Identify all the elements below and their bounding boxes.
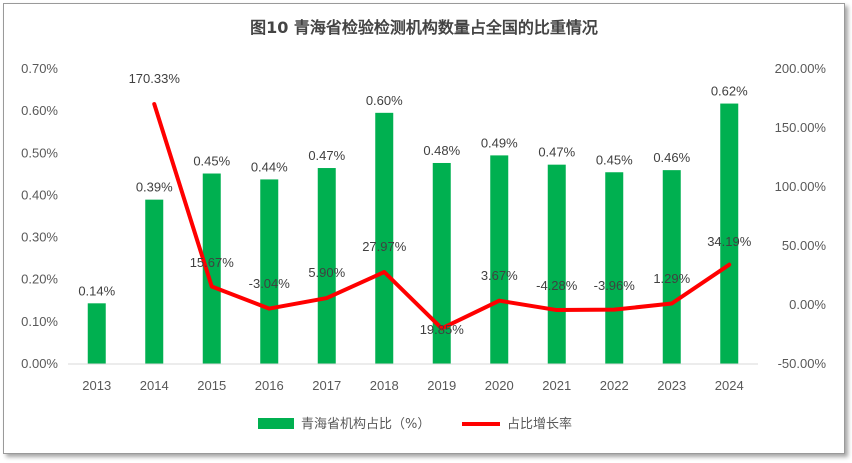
bar (260, 179, 279, 364)
line-series (152, 102, 732, 331)
x-tick-label: 2015 (197, 378, 226, 393)
line-data-label: 5.90% (308, 265, 345, 280)
bar (375, 112, 394, 364)
bar-data-label: 0.62% (711, 84, 748, 99)
x-tick-label: 2023 (657, 378, 686, 393)
line-data-label: 170.33% (129, 71, 181, 86)
left-tick-label: 0.50% (21, 145, 58, 160)
right-tick-label: 0.00% (789, 297, 826, 312)
bar-data-label: 0.49% (481, 135, 518, 150)
left-tick-label: 0.10% (21, 314, 58, 329)
right-tick-label: 150.00% (775, 120, 827, 135)
legend-bar-label: 青海省机构占比（%） (301, 417, 430, 432)
bar (605, 172, 624, 364)
bar (145, 199, 164, 364)
right-tick-label: 200.00% (775, 61, 827, 76)
bar-series (87, 103, 739, 365)
left-tick-label: 0.20% (21, 272, 58, 287)
chart-title: 图10 青海省检验检测机构数量占全国的比重情况 (250, 18, 598, 37)
left-tick-label: 0.60% (21, 103, 58, 118)
bar (202, 173, 221, 364)
growth-rate-line (152, 102, 732, 331)
bar-data-label: 0.47% (538, 145, 575, 160)
bar (317, 168, 336, 364)
line-data-label: 19.85% (420, 322, 465, 337)
left-tick-label: 0.00% (21, 356, 58, 371)
line-data-label: -4.28% (536, 278, 578, 293)
bar-data-label: 0.48% (423, 143, 460, 158)
right-tick-label: 50.00% (782, 238, 827, 253)
x-tick-label: 2017 (312, 378, 341, 393)
x-tick-label: 2018 (370, 378, 399, 393)
legend-line-label: 占比增长率 (507, 416, 572, 432)
line-data-label: 15.67% (190, 255, 235, 270)
right-tick-label: 100.00% (775, 179, 827, 194)
bar-data-label: 0.44% (251, 159, 288, 174)
right-axis: -50.00% 0.00% 50.00% 100.00% 150.00% 200.00% (775, 61, 827, 371)
bar-data-label: 0.39% (136, 180, 173, 195)
left-tick-label: 0.30% (21, 230, 58, 245)
line-data-labels: 170.33% 15.67% -3.04% 5.90% 27.97% 19.85% 3.67… (129, 71, 752, 337)
x-tick-label: 2019 (427, 378, 456, 393)
bar-data-label: 0.45% (596, 152, 633, 167)
bar-data-labels: 0.14% 0.39% 0.45% 0.44% 0.47% 0.60% 0.48% 0.49%… (78, 84, 748, 299)
left-tick-label: 0.70% (21, 61, 58, 76)
bar (432, 162, 451, 364)
bar (662, 170, 681, 364)
bar-data-label: 0.46% (653, 150, 690, 165)
x-tick-label: 2022 (600, 378, 629, 393)
left-tick-label: 0.40% (21, 187, 58, 202)
bar (87, 303, 106, 364)
bar (490, 155, 509, 364)
x-axis: 2013 2014 2015 2016 2017 2018 2019 2020 2021 2022… (82, 378, 743, 393)
left-axis: 0.00% 0.10% 0.20% 0.30% 0.40% 0.50% 0.60% 0.70% (21, 61, 58, 371)
x-tick-label: 2013 (82, 378, 111, 393)
line-data-label: -3.96% (594, 278, 636, 293)
line-data-label: -3.04% (249, 276, 291, 291)
line-data-label: 27.97% (362, 239, 407, 254)
bar (720, 103, 739, 365)
bar-data-label: 0.45% (193, 154, 230, 169)
bar (547, 164, 566, 364)
bar-data-label: 0.47% (308, 148, 345, 163)
bar-data-label: 0.14% (78, 283, 115, 298)
line-data-label: 3.67% (481, 268, 518, 283)
line-data-label: 1.29% (653, 271, 690, 286)
bar-data-label: 0.60% (366, 93, 403, 108)
x-tick-label: 2014 (140, 378, 169, 393)
x-tick-label: 2021 (542, 378, 571, 393)
x-tick-label: 2020 (485, 378, 514, 393)
legend: 青海省机构占比（%） 占比增长率 (258, 416, 572, 432)
chart-frame (3, 3, 845, 454)
x-tick-label: 2016 (255, 378, 284, 393)
legend-bar-swatch (258, 418, 294, 429)
x-tick-label: 2024 (715, 378, 744, 393)
right-tick-label: -50.00% (778, 356, 827, 371)
line-data-label: 34.19% (707, 234, 752, 249)
